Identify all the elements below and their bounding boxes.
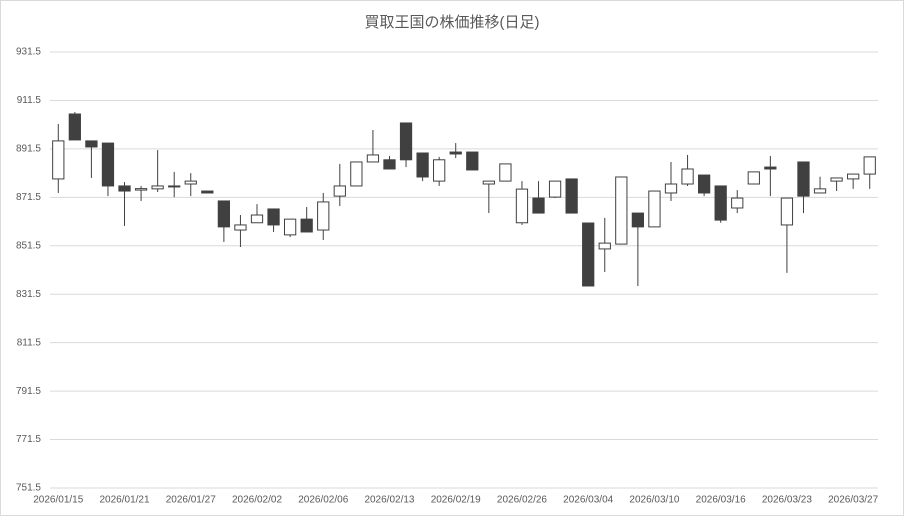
- candle-body: [184, 180, 197, 185]
- candle-body: [631, 212, 645, 228]
- candle-body: [217, 200, 231, 228]
- y-tick-label: 911.5: [17, 95, 42, 106]
- candle-body: [118, 185, 131, 192]
- candle-body: [416, 152, 429, 178]
- candle-body: [797, 161, 810, 197]
- candle-body: [201, 190, 214, 194]
- candle-body: [747, 171, 760, 185]
- candle-body: [134, 188, 148, 191]
- candle-body: [731, 197, 744, 209]
- x-tick-label: 2026/02/26: [497, 495, 547, 506]
- candle-body: [366, 154, 380, 163]
- candle-body: [168, 185, 181, 188]
- candle-body: [101, 142, 115, 187]
- candle-body: [151, 185, 164, 190]
- candle-body: [482, 180, 495, 185]
- candle-body: [548, 180, 562, 198]
- y-tick-label: 751.5: [16, 483, 41, 494]
- y-tick-label: 931.5: [16, 47, 41, 58]
- candle-body: [681, 168, 694, 185]
- candle-body: [399, 122, 413, 161]
- x-tick-label: 2026/02/19: [431, 495, 481, 506]
- candle-body: [764, 166, 777, 170]
- x-tick-label: 2026/02/13: [364, 495, 414, 506]
- candle-body: [234, 224, 247, 231]
- candle-body: [317, 201, 330, 231]
- candle-body: [250, 214, 264, 224]
- candle-body: [283, 218, 297, 236]
- candle-body: [499, 163, 512, 182]
- candle-body: [515, 188, 529, 224]
- y-tick-label: 771.5: [16, 434, 41, 445]
- candle-body: [267, 208, 280, 226]
- candle-body: [449, 151, 462, 155]
- x-tick-label: 2026/03/23: [762, 495, 812, 506]
- candle-body: [615, 176, 628, 245]
- candle-body: [830, 177, 843, 182]
- x-tick-label: 2026/03/27: [828, 495, 878, 506]
- candle-body: [85, 140, 98, 148]
- y-tick-label: 831.5: [16, 289, 41, 300]
- candle-body: [780, 197, 794, 226]
- candle-body: [598, 242, 611, 250]
- chart-title: 買取王国の株価推移(日足): [365, 14, 540, 31]
- candle-body: [714, 185, 727, 221]
- x-tick-label: 2026/01/21: [99, 495, 149, 506]
- candle-body: [813, 188, 827, 194]
- x-tick-label: 2026/03/04: [563, 495, 613, 506]
- y-tick-label: 791.5: [16, 386, 41, 397]
- candle-body: [532, 197, 545, 214]
- candle-body: [350, 161, 363, 187]
- candle-body: [383, 159, 396, 170]
- y-tick-label: 851.5: [16, 240, 41, 251]
- candle-body: [664, 183, 678, 194]
- y-tick-label: 811.5: [17, 337, 42, 348]
- y-tick-label: 891.5: [16, 144, 41, 155]
- candle-body: [697, 174, 711, 194]
- candle-body: [847, 173, 860, 180]
- candle-body: [68, 113, 81, 141]
- x-tick-label: 2026/03/16: [696, 495, 746, 506]
- candle-body: [433, 159, 446, 182]
- candle-body: [863, 156, 876, 175]
- x-tick-label: 2026/01/27: [166, 495, 216, 506]
- x-tick-label: 2026/02/06: [298, 495, 348, 506]
- candle-body: [52, 140, 65, 180]
- candle-body: [333, 185, 346, 197]
- y-tick-label: 871.5: [16, 192, 41, 203]
- candle-body: [565, 178, 578, 214]
- candle-body: [648, 190, 661, 228]
- candle-body: [466, 151, 479, 171]
- x-tick-label: 2026/02/02: [232, 495, 282, 506]
- x-tick-label: 2026/01/15: [33, 495, 83, 506]
- candle-body: [300, 218, 313, 233]
- candle-body: [582, 222, 595, 287]
- x-tick-label: 2026/03/10: [629, 495, 679, 506]
